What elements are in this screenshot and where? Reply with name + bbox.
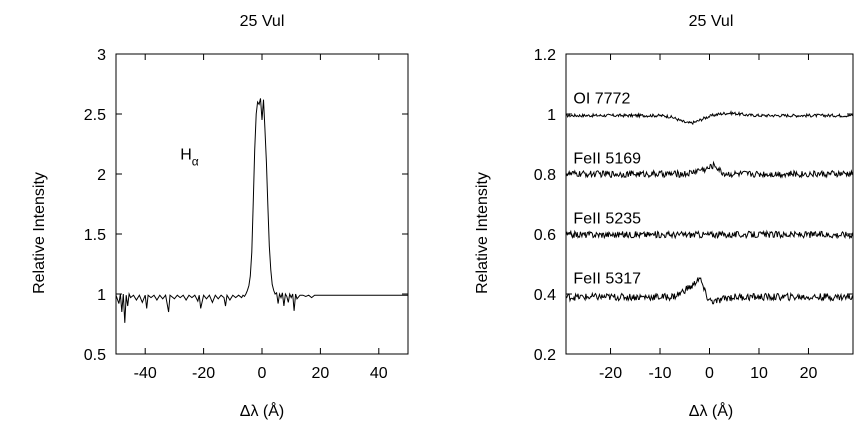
halpha-chart-ylabel: Relative Intensity (31, 172, 48, 294)
series-line-0 (565, 110, 854, 126)
halpha-ytick-label: 0.5 (84, 347, 106, 364)
lines-chart-xlabel: Δλ (Å) (689, 401, 733, 420)
lines-chart-series: OI 7772 FeII 5169 FeII 5235 FeII 5317 (565, 91, 854, 305)
halpha-ytick-label: 1.5 (84, 227, 106, 244)
series-line-3 (565, 276, 854, 305)
lines-chart-ticks: -20 -10 0 10 20 0.2 0.4 0.6 0.8 1 1.2 (534, 47, 853, 382)
halpha-chart-plot-frame (115, 53, 409, 355)
halpha-annotation: Hα (180, 147, 199, 169)
lines-chart-ylabel: Relative Intensity (474, 172, 491, 294)
halpha-chart: 25 Vul Relative Intensity Δλ (Å) -40 -20 0… (31, 13, 409, 420)
halpha-label-sub: α (192, 155, 199, 169)
halpha-chart-series (115, 98, 408, 323)
lines-ytick-label: 0.4 (534, 287, 556, 304)
lines-ytick-label: 0.8 (534, 167, 556, 184)
halpha-series-line (115, 98, 408, 323)
lines-ytick-label: 1.2 (534, 47, 556, 64)
halpha-xtick-label: 40 (370, 365, 388, 382)
halpha-ytick-label: 2 (97, 167, 106, 184)
lines-xtick-label: 20 (800, 365, 818, 382)
lines-ytick-label: 0.6 (534, 227, 556, 244)
lines-ytick-label: 0.2 (534, 347, 556, 364)
series-label-3: FeII 5317 (573, 271, 641, 288)
halpha-xtick-label: -20 (192, 365, 215, 382)
series-label-2: FeII 5235 (573, 211, 641, 228)
lines-xtick-label: 0 (705, 365, 714, 382)
series-label-0: OI 7772 (573, 91, 630, 108)
lines-chart-title: 25 Vul (689, 13, 734, 30)
series-line-1 (565, 160, 854, 179)
halpha-xtick-label: 20 (312, 365, 330, 382)
lines-xtick-label: -10 (648, 365, 671, 382)
lines-xtick-label: 10 (750, 365, 768, 382)
halpha-ytick-label: 1 (97, 287, 106, 304)
lines-chart: 25 Vul Relative Intensity Δλ (Å) -20 -10 0… (474, 13, 854, 420)
lines-xtick-label: -20 (599, 365, 622, 382)
halpha-chart-title: 25 Vul (240, 13, 285, 30)
series-label-1: FeII 5169 (573, 151, 641, 168)
halpha-chart-ticks: -40 -20 0 20 40 0.5 1 1.5 2 2.5 3 (84, 47, 408, 382)
halpha-label-main: H (180, 147, 192, 164)
series-line-2 (565, 229, 854, 240)
halpha-chart-xlabel: Δλ (Å) (240, 401, 284, 420)
halpha-ytick-label: 3 (97, 47, 106, 64)
halpha-xtick-label: -40 (134, 365, 157, 382)
lines-ytick-label: 1 (547, 107, 556, 124)
halpha-xtick-label: 0 (258, 365, 267, 382)
halpha-label: Hα (180, 147, 199, 169)
halpha-ytick-label: 2.5 (84, 107, 106, 124)
